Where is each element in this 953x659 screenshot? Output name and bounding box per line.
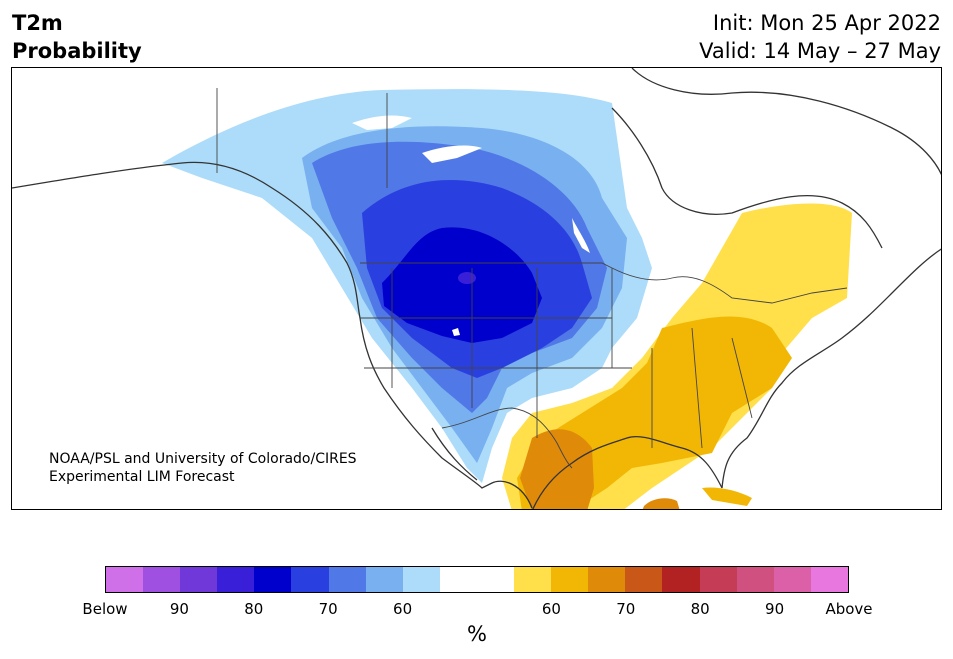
colorbar-cell	[551, 567, 589, 592]
colorbar-cell	[180, 567, 218, 592]
colorbar-cell	[662, 567, 700, 592]
colorbar-cell	[773, 567, 811, 592]
colorbar-cell	[736, 567, 774, 592]
forecast-map	[11, 67, 942, 510]
colorbar	[105, 566, 849, 593]
colorbar-tick-label: 90	[169, 600, 189, 618]
date-info: Init: Mon 25 Apr 2022 Valid: 14 May – 27…	[699, 9, 941, 65]
colorbar-tick-label: 70	[616, 600, 636, 618]
credit-text: NOAA/PSL and University of Colorado/CIRE…	[49, 450, 357, 486]
colorbar-tick-label: 80	[690, 600, 710, 618]
colorbar-tick-label: 60	[541, 600, 561, 618]
chart-title: T2m Probability	[12, 9, 142, 65]
colorbar-cell	[810, 567, 848, 592]
great-slave-lake	[422, 145, 482, 163]
credit-line-2: Experimental LIM Forecast	[49, 469, 235, 485]
init-date: Init: Mon 25 Apr 2022	[712, 11, 941, 35]
colorbar-cell	[514, 567, 552, 592]
colorbar-tick-label: 70	[318, 600, 338, 618]
colorbar-cell	[699, 567, 737, 592]
product-label: Probability	[12, 39, 142, 63]
political-borders	[216, 88, 848, 469]
credit-line-1: NOAA/PSL and University of Colorado/CIRE…	[49, 451, 357, 467]
colorbar-tick-label: 80	[244, 600, 264, 618]
colorbar-tick-label: Above	[825, 600, 873, 618]
colorbar-cell	[328, 567, 366, 592]
colorbar-cell	[476, 567, 515, 592]
colorbar-cell	[143, 567, 181, 592]
colorbar-tick-label: Below	[82, 600, 128, 618]
valid-range: Valid: 14 May – 27 May	[699, 39, 941, 63]
variable-label: T2m	[12, 11, 63, 35]
above-shade-65	[520, 429, 594, 509]
colorbar-tick-label: 60	[393, 600, 413, 618]
colorbar-cell	[625, 567, 663, 592]
colorbar-cell	[217, 567, 255, 592]
colorbar-cell	[439, 567, 477, 592]
colorbar-unit: %	[467, 622, 487, 646]
lake-winnipeg	[572, 218, 590, 253]
colorbar-tick-label: 90	[765, 600, 785, 618]
colorbar-cell	[291, 567, 329, 592]
colorbar-cell	[402, 567, 440, 592]
great-bear-lake	[352, 115, 412, 130]
below-shade-80	[382, 227, 542, 343]
great-salt-lake	[452, 328, 460, 336]
coastlines	[12, 68, 941, 509]
colorbar-cell	[365, 567, 403, 592]
colorbar-cell	[106, 567, 144, 592]
above-shade-60-island	[702, 487, 752, 506]
map-svg	[12, 68, 941, 509]
colorbar-cell	[588, 567, 626, 592]
above-shade-65-cuba	[642, 498, 680, 509]
below-shade-85	[458, 272, 476, 284]
colorbar-cell	[254, 567, 292, 592]
